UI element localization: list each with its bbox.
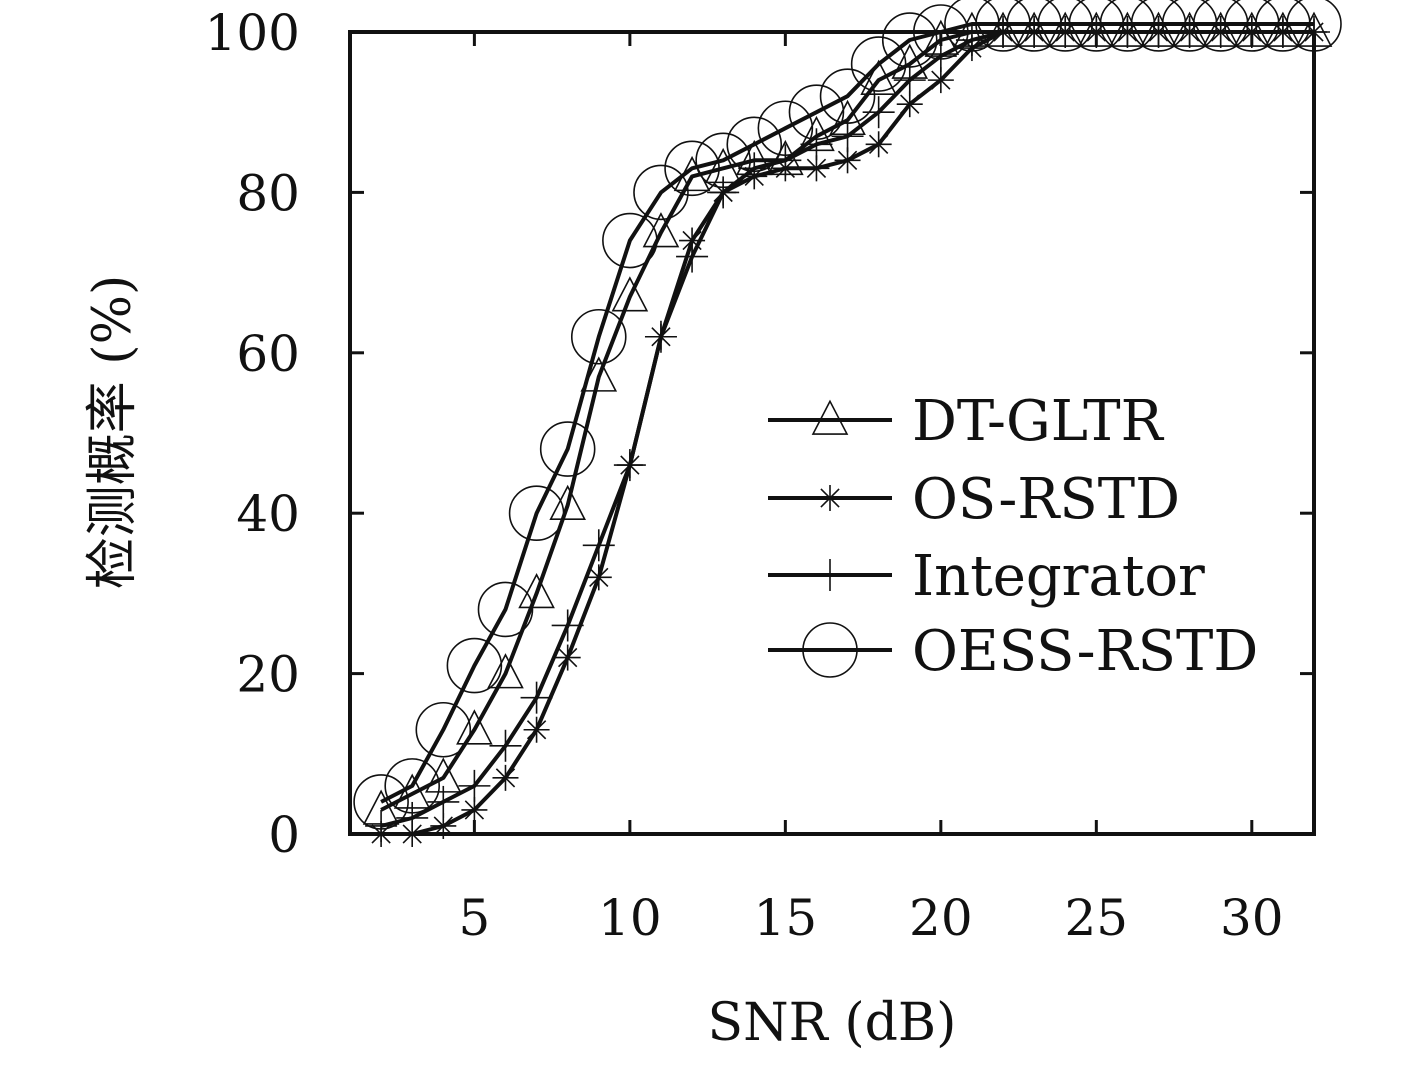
plus-marker (458, 769, 491, 802)
circle-marker (539, 421, 596, 477)
plus-marker (551, 609, 584, 642)
circle-marker (570, 308, 627, 365)
asterisk-marker (492, 764, 519, 791)
x-tick-label: 20 (909, 889, 973, 947)
asterisk-marker (927, 67, 954, 94)
y-axis-title: 检测概率 (%) (83, 275, 143, 590)
plus-marker (800, 128, 833, 161)
circle-marker (477, 581, 534, 638)
y-tick-label: 100 (205, 4, 300, 62)
legend-label: OESS-RSTD (912, 619, 1258, 684)
plus-marker (520, 681, 553, 714)
circle-marker (757, 100, 814, 157)
circle-marker (850, 36, 907, 92)
x-tick-label: 25 (1065, 889, 1129, 947)
y-tick-label: 0 (268, 806, 300, 864)
asterisk-marker (523, 716, 550, 743)
legend: DT-GLTR OS-RSTD Integrator OESS-RSTD (768, 389, 1258, 684)
circle-marker (819, 68, 876, 124)
circle-marker (508, 485, 565, 542)
triangle-marker (811, 399, 849, 435)
legend-label: OS-RSTD (912, 467, 1180, 532)
axis-ticks: 5 10 15 20 25 30 0 20 40 60 80 100 (205, 4, 1314, 947)
y-axis-title-text: 检测概率 (%) (83, 275, 143, 590)
series-integrator (365, 16, 1330, 842)
circle-marker (602, 212, 658, 269)
plus-marker (489, 729, 522, 762)
circle-marker (944, 0, 1000, 52)
plus-marker (769, 144, 802, 177)
legend-entry: OS-RSTD (768, 467, 1180, 532)
asterisk-marker (817, 485, 843, 511)
x-tick-label: 15 (754, 889, 818, 947)
triangle-marker (487, 653, 524, 689)
circle-marker (1068, 0, 1125, 52)
triangle-marker (456, 709, 493, 745)
circle-marker (633, 164, 689, 221)
y-tick-label: 80 (236, 164, 300, 222)
triangle-marker (611, 276, 649, 312)
plus-marker (862, 96, 895, 129)
legend-entry: DT-GLTR (768, 389, 1165, 454)
plus-marker (396, 801, 429, 834)
circle-marker (664, 140, 720, 197)
circle-marker (1224, 0, 1280, 52)
x-axis-title: SNR (dB) (708, 993, 957, 1053)
circle-marker (1192, 0, 1249, 52)
plus-marker (831, 120, 864, 153)
x-tick-label: 10 (598, 889, 662, 947)
plus-marker (707, 176, 740, 209)
x-tick-label: 5 (458, 889, 490, 947)
triangle-marker (518, 572, 555, 609)
legend-entry: Integrator (768, 544, 1205, 609)
asterisk-marker (585, 564, 612, 591)
circle-marker (1130, 0, 1187, 52)
circle-marker (1161, 0, 1218, 52)
legend-label: Integrator (912, 544, 1205, 609)
y-tick-label: 20 (236, 646, 300, 704)
circle-marker (695, 132, 751, 189)
circle-marker (353, 774, 409, 830)
circle-marker (726, 116, 783, 173)
y-tick-label: 60 (236, 325, 300, 383)
plus-marker (613, 449, 646, 482)
legend-label: DT-GLTR (912, 389, 1165, 454)
asterisk-marker (554, 644, 581, 671)
circle-marker (384, 758, 440, 814)
plus-marker (893, 64, 926, 97)
circle-marker (446, 637, 503, 694)
circle-marker (1099, 0, 1156, 52)
y-tick-label: 40 (236, 485, 300, 543)
plus-marker (582, 529, 615, 562)
plus-marker (644, 320, 677, 353)
circle-marker (788, 84, 845, 140)
triangle-marker (642, 212, 680, 248)
plot-frame (348, 30, 1316, 836)
circle-marker (1255, 0, 1311, 52)
asterisk-marker (865, 131, 892, 158)
circle-marker (881, 12, 938, 68)
plus-marker (427, 785, 460, 818)
triangle-marker (549, 484, 586, 521)
circle-marker (975, 0, 1031, 52)
circle-marker (802, 622, 858, 678)
series-layer (353, 0, 1342, 847)
circle-marker (1037, 0, 1094, 52)
x-tick-label: 30 (1220, 889, 1284, 947)
asterisk-marker (803, 155, 830, 182)
triangle-marker (860, 59, 897, 95)
circle-marker (415, 701, 472, 758)
plus-marker (814, 559, 846, 591)
legend-entry: OESS-RSTD (768, 619, 1258, 684)
circle-marker (1006, 0, 1062, 52)
plus-marker (676, 240, 709, 273)
series-line (380, 22, 1314, 804)
